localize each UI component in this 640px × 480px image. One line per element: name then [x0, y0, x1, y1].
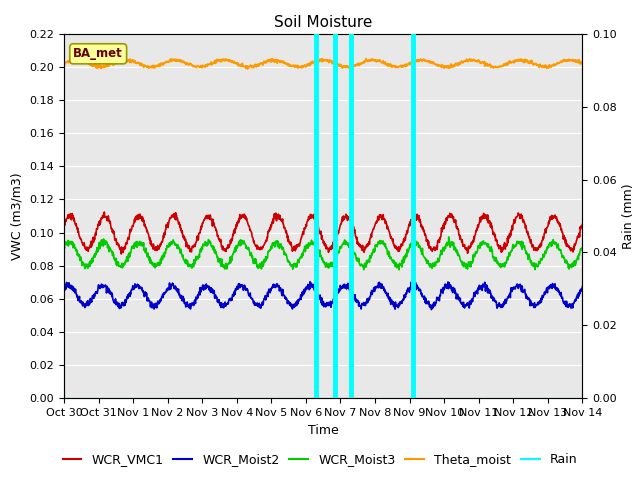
Y-axis label: VWC (m3/m3): VWC (m3/m3): [11, 172, 24, 260]
Y-axis label: Rain (mm): Rain (mm): [623, 183, 636, 249]
Title: Soil Moisture: Soil Moisture: [274, 15, 372, 30]
Legend: WCR_VMC1, WCR_Moist2, WCR_Moist3, Theta_moist, Rain: WCR_VMC1, WCR_Moist2, WCR_Moist3, Theta_…: [58, 448, 582, 471]
Text: BA_met: BA_met: [74, 48, 123, 60]
X-axis label: Time: Time: [308, 424, 339, 437]
